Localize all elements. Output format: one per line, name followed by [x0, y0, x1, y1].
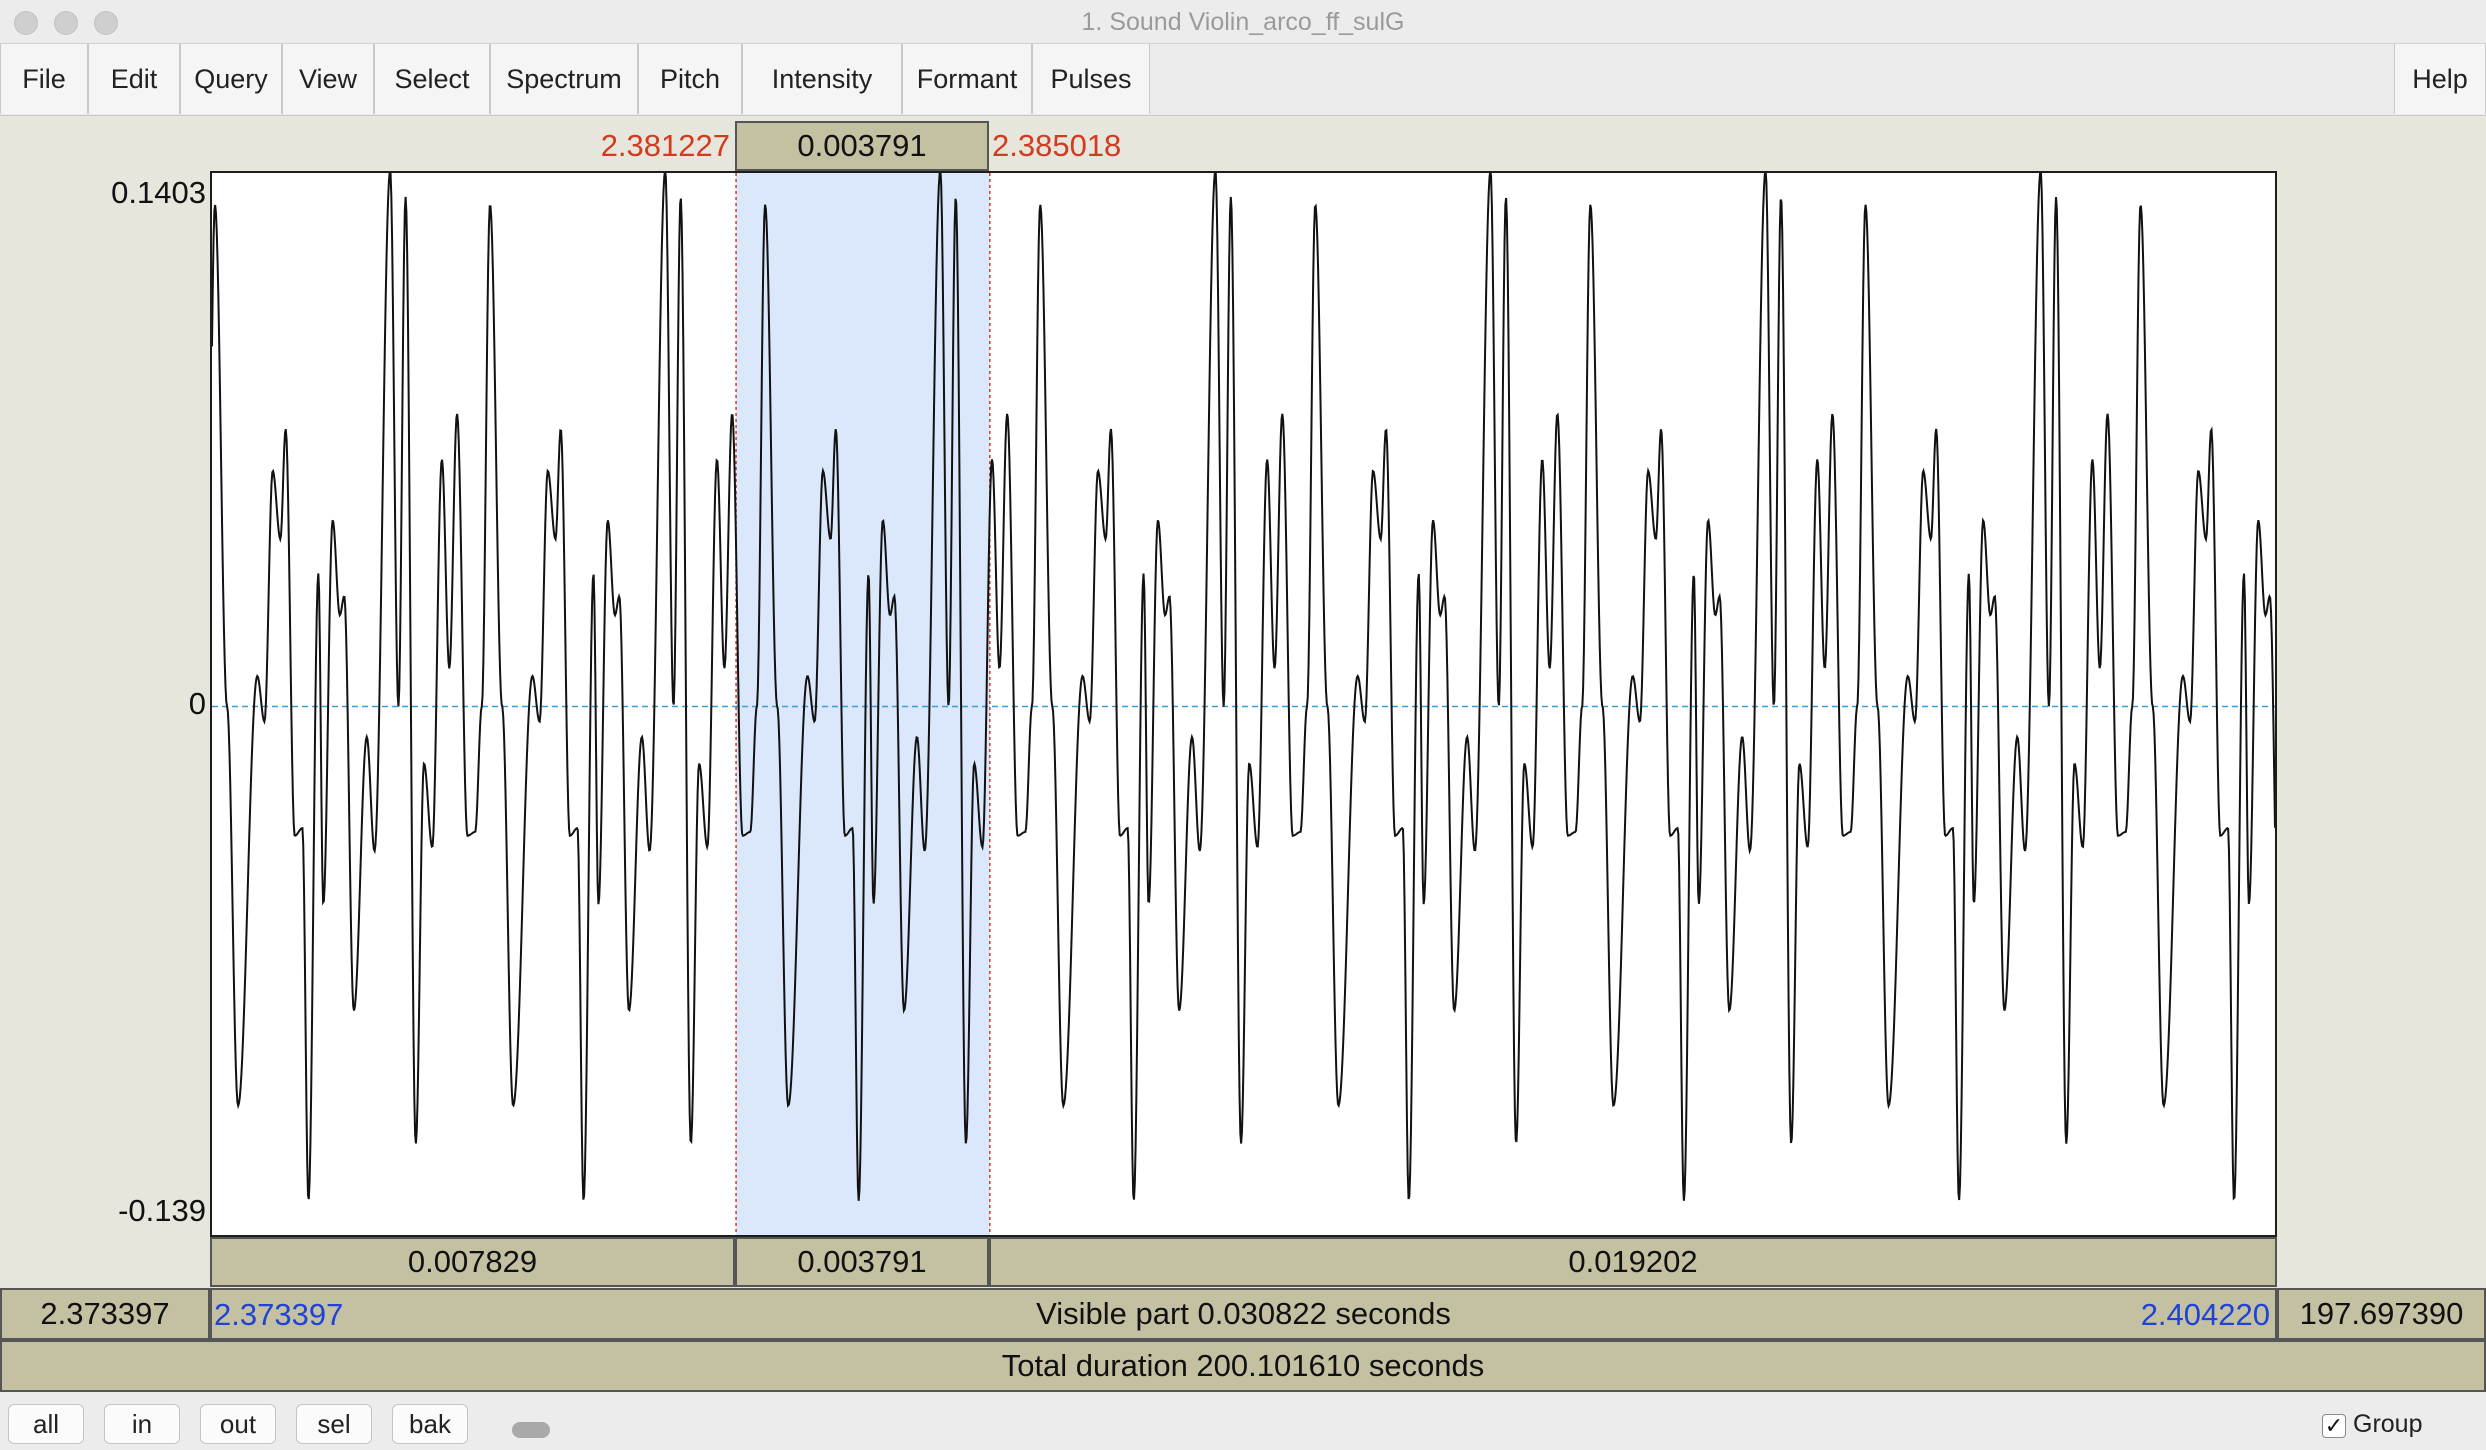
visible-outer-right[interactable]: 197.697390 [2277, 1288, 2486, 1340]
zoom-window-icon[interactable] [94, 11, 118, 35]
visible-part-bar[interactable]: Visible part 0.030822 seconds [210, 1288, 2277, 1340]
amplitude-min-label: -0.139 [118, 1193, 206, 1228]
visible-part-text: Visible part 0.030822 seconds [1036, 1296, 1451, 1331]
visible-start-label: 2.373397 [214, 1297, 344, 1332]
total-duration-bar[interactable]: Total duration 200.101610 seconds [0, 1340, 2486, 1392]
menu-pitch[interactable]: Pitch [638, 44, 742, 114]
window-title: 1. Sound Violin_arco_ff_sulG [1081, 8, 1405, 36]
menu-file[interactable]: File [0, 44, 88, 114]
zoom-in-button[interactable]: in [104, 1404, 180, 1444]
group-checkbox[interactable]: ✓ [2322, 1414, 2346, 1438]
zoom-back-button[interactable]: bak [392, 1404, 468, 1444]
menu-help[interactable]: Help [2394, 44, 2486, 114]
bottom-bar: all in out sel bak ✓ Group [0, 1392, 2486, 1450]
segment-right-duration[interactable]: 0.019202 [989, 1237, 2277, 1287]
waveform-area[interactable] [210, 171, 2277, 1237]
amplitude-max-label: 0.1403 [111, 175, 206, 210]
menu-select[interactable]: Select [374, 44, 490, 114]
waveform-plot [212, 173, 2275, 1235]
menu-bar: File Edit Query View Select Spectrum Pit… [0, 44, 2486, 116]
segment-selected-duration[interactable]: 0.003791 [735, 1237, 989, 1287]
selection-duration-top[interactable]: 0.003791 [735, 121, 989, 171]
zoom-all-button[interactable]: all [8, 1404, 84, 1444]
menu-pulses[interactable]: Pulses [1032, 44, 1150, 114]
group-label: Group [2353, 1410, 2423, 1438]
visible-outer-left[interactable]: 2.373397 [0, 1288, 210, 1340]
minimize-window-icon[interactable] [54, 11, 78, 35]
menu-query[interactable]: Query [180, 44, 282, 114]
close-window-icon[interactable] [14, 11, 38, 35]
menu-view[interactable]: View [282, 44, 374, 114]
selection-start-label: 2.381227 [600, 128, 730, 163]
title-bar: 1. Sound Violin_arco_ff_sulG [0, 0, 2486, 44]
segment-left-duration[interactable]: 0.007829 [210, 1237, 735, 1287]
selection-end-label: 2.385018 [992, 128, 1122, 163]
visible-end-label: 2.404220 [2140, 1297, 2270, 1332]
amplitude-zero-label: 0 [188, 686, 206, 721]
waveform-line [212, 173, 2275, 1201]
menu-edit[interactable]: Edit [88, 44, 180, 114]
horizontal-scrollbar[interactable] [490, 1414, 2270, 1442]
zoom-sel-button[interactable]: sel [296, 1404, 372, 1444]
zoom-out-button[interactable]: out [200, 1404, 276, 1444]
menu-formant[interactable]: Formant [902, 44, 1032, 114]
scrollbar-thumb[interactable] [512, 1422, 550, 1438]
menu-intensity[interactable]: Intensity [742, 44, 902, 114]
menu-spectrum[interactable]: Spectrum [490, 44, 638, 114]
